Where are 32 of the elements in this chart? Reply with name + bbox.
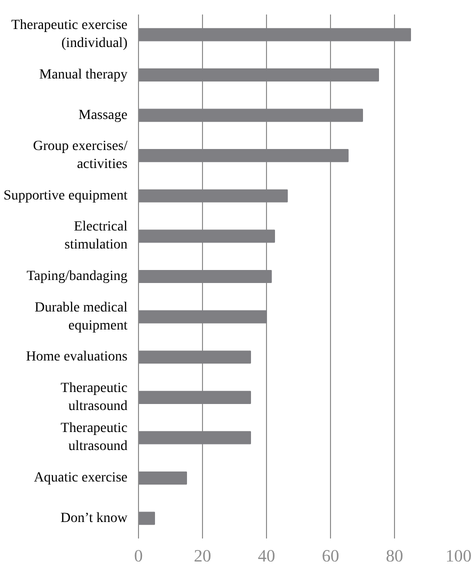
y-tick-label: Massage [78,108,128,123]
x-tick-label: 20 [194,546,212,564]
y-tick-label: Home evaluations [26,350,128,365]
bar [138,310,267,324]
y-tick-label: Supportive equipment [3,188,128,204]
bar [138,28,411,42]
bar [138,230,275,243]
y-tick-label: Don’t know [60,510,128,526]
y-tick-label: Therapeutic exercise (individual) [11,18,128,52]
bar [138,431,251,444]
y-tick-label: Electrical stimulation [64,220,128,253]
y-tick-label: Therapeutic ultrasound [60,421,128,454]
y-tick-label: Durable medical equipment [34,300,128,334]
bar [138,270,272,284]
y-tick-label: Aquatic exercise [34,470,128,486]
x-tick-label: 80 [386,546,404,564]
bar [138,68,379,82]
x-tick-label: 40 [258,546,276,564]
y-tick-label: Therapeutic ultrasound [60,380,128,414]
y-tick-label: Group exercises/activities [33,139,128,172]
x-tick-label: 100 [446,546,472,564]
x-tick-label: 0 [134,546,143,564]
bar [138,471,187,485]
bar [138,149,349,162]
bar [138,350,251,364]
bar [138,189,288,202]
y-tick-label: Manual therapy [39,67,128,82]
bar [138,390,251,404]
bar [138,512,155,525]
bar [138,108,363,122]
y-tick-label: Taping/bandaging [26,269,128,284]
x-tick-label: 60 [322,546,340,564]
